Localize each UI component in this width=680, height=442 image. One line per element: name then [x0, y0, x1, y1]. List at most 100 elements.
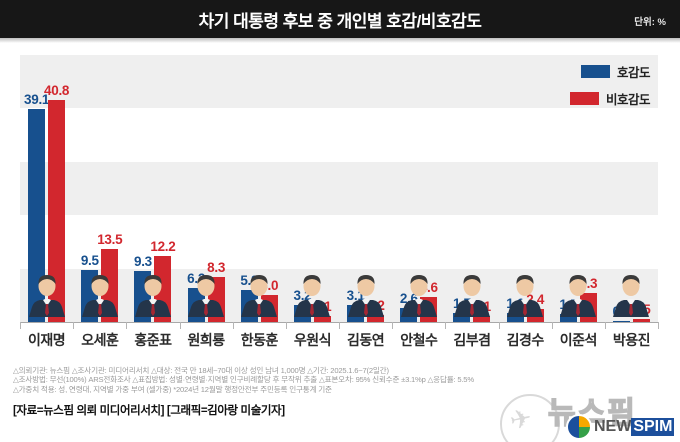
candidate-name-label: 홍준표: [134, 332, 172, 348]
favorable-bar-column: 39.1: [24, 92, 49, 322]
bar-group-원희룡: 6.2 8.3: [180, 55, 233, 322]
candidate-photo-wrap: [504, 269, 546, 322]
candidate-photo-wrap: [451, 269, 493, 322]
bar-group-우원식: 3.21.1: [286, 55, 339, 322]
axis-tick-cell: [127, 322, 181, 329]
favorable-bar: [28, 109, 46, 322]
legend-item: 호감도: [570, 62, 651, 81]
logo-spim-text: SPIM: [631, 418, 675, 436]
candidate-photo-wrap: [557, 269, 599, 322]
bar-group-한동훈: 5.8 5.0: [233, 55, 286, 322]
axis-tick-cell: [393, 322, 447, 329]
axis-tick-cell: [553, 322, 606, 329]
unfavorable-bar-column: 40.8: [44, 83, 69, 322]
candidate-photo: [453, 275, 490, 317]
newspim-logo: ✈ 뉴스핌 NEW SPIM: [500, 380, 675, 442]
candidate-photo: [347, 275, 384, 317]
bar-group-오세훈: 9.5 13.5: [73, 55, 126, 322]
axis-tick-cell: [606, 322, 660, 329]
note-line: △의뢰기관: 뉴스핌 △조사기관: 미디어리서치 △대상: 전국 만 18세~7…: [13, 366, 389, 375]
axis-ticks: [20, 322, 660, 329]
candidate-photo: [507, 275, 544, 317]
favorable-bar: [612, 320, 630, 322]
candidate-name-label: 이재명: [28, 332, 66, 348]
logo-circle-watermark: [500, 394, 560, 442]
candidate-photo-wrap: [610, 269, 652, 322]
candidate-photo-wrap: [398, 269, 440, 322]
candidate-name-label: 김경수: [506, 332, 545, 348]
candidate-photo-wrap: [79, 269, 121, 322]
candidate-photo-wrap: [185, 269, 227, 322]
candidate-name-label: 원희룡: [187, 332, 226, 348]
logo-new-text: NEW: [594, 418, 632, 435]
candidate-name-label: 오세훈: [81, 332, 119, 348]
axis-tick-cell: [21, 322, 75, 329]
unfavorable-value-label: 40.8: [44, 83, 70, 99]
source-credit: [자료=뉴스핌 의뢰 미디어리서치] [그래픽=김아랑 미술기자]: [13, 405, 285, 417]
candidate-photo: [400, 275, 437, 317]
candidate-photo: [241, 275, 278, 317]
candidate-photo: [188, 275, 225, 317]
unfavorable-bar: [313, 316, 331, 322]
favorable-value-label: 39.1: [24, 92, 50, 108]
candidate-name-label: 안철수: [400, 332, 438, 348]
candidate-names: 이재명 오세훈 홍준표 원희룡 한동훈 우원식 김동연 안철수 김부겸 김경수 이준석 박용진: [20, 330, 658, 350]
note-line: △조사방법: 무선(100%) ARS전화조사 △표집방법: 성별·연령별·지역…: [13, 375, 474, 385]
legend-swatch: [580, 65, 610, 78]
axis-tick-cell: [340, 322, 394, 329]
grid-band: [20, 161, 658, 216]
candidate-name-label: 김부겸: [453, 332, 491, 348]
favorable-value-label: 9.5: [80, 253, 99, 269]
bar-group-홍준표: 9.3 12.2: [126, 55, 179, 322]
legend-item: 비호감도: [569, 89, 651, 108]
favorable-bar: [559, 313, 577, 322]
unfavorable-bar: [48, 100, 66, 322]
candidate-name-label: 우원식: [293, 332, 332, 348]
axis-tick-cell: [446, 322, 500, 329]
unfavorable-bar: [632, 319, 650, 322]
candidate-name-label: 김동연: [347, 332, 385, 348]
header-bar: 차기 대통령 후보 중 개인별 호감/비호감도 단위: %: [0, 0, 680, 38]
legend-label: 비호감도: [605, 93, 651, 107]
favorable-bar: [453, 312, 471, 322]
candidate-name-label: 박용진: [612, 332, 651, 348]
newspim-swoosh-icon: [566, 414, 592, 440]
unit-label: 단위: %: [634, 17, 666, 28]
favorable-value-label: 9.3: [133, 254, 152, 270]
legend-label: 호감도: [616, 66, 651, 80]
candidate-photo-wrap: [26, 269, 68, 322]
bar-pair: 39.1 40.8: [20, 55, 73, 322]
logo-english-wordmark: NEW SPIM: [566, 414, 675, 440]
chart-plot-area: 39.140.89.513.59.312.26.28.35.85.03.21.1…: [20, 55, 658, 323]
bar-group-김동연: 3.11.2: [339, 55, 392, 322]
bar-group-안철수: 2.6 4.6: [392, 55, 445, 322]
bar-groups: 39.140.89.513.59.312.26.28.35.85.03.21.1…: [20, 55, 658, 322]
note-line: △가중치 적용: 성, 연령대, 지역별 가중 부여 (셀가중) *2024년 …: [13, 384, 332, 394]
unfavorable-value-label: 12.2: [150, 238, 176, 254]
candidate-photo: [134, 275, 171, 317]
axis-tick-cell: [500, 322, 553, 329]
candidate-name-label: 이준석: [559, 332, 598, 348]
candidate-name-label: 한동훈: [240, 332, 279, 348]
candidate-photo: [28, 275, 65, 317]
bar-group-김부겸: 1.71.1: [445, 55, 498, 322]
candidate-photo-wrap: [238, 269, 280, 322]
candidate-photo: [81, 275, 118, 317]
candidate-photo-wrap: [291, 269, 333, 322]
unfavorable-bar: [367, 315, 385, 322]
favorable-bar: [506, 313, 524, 322]
candidate-photo-wrap: [345, 269, 387, 322]
legend-swatch: [569, 92, 599, 105]
page-title: 차기 대통령 후보 중 개인별 호감/비호감도: [198, 11, 482, 31]
candidate-photo-wrap: [132, 269, 174, 322]
candidate-photo: [560, 275, 597, 317]
bar-group-박용진: 0.20.5: [605, 55, 658, 322]
unfavorable-value-label: 13.5: [97, 231, 123, 247]
methodology-notes: △의뢰기관: 뉴스핌 △조사기관: 미디어리서치 △대상: 전국 만 18세~7…: [13, 366, 573, 394]
header-shadow: [0, 38, 680, 43]
axis-tick-cell: [287, 322, 341, 329]
bar-group-이재명: 39.1 40.8: [20, 55, 73, 322]
bar-group-이준석: 1.55.3: [552, 55, 605, 322]
